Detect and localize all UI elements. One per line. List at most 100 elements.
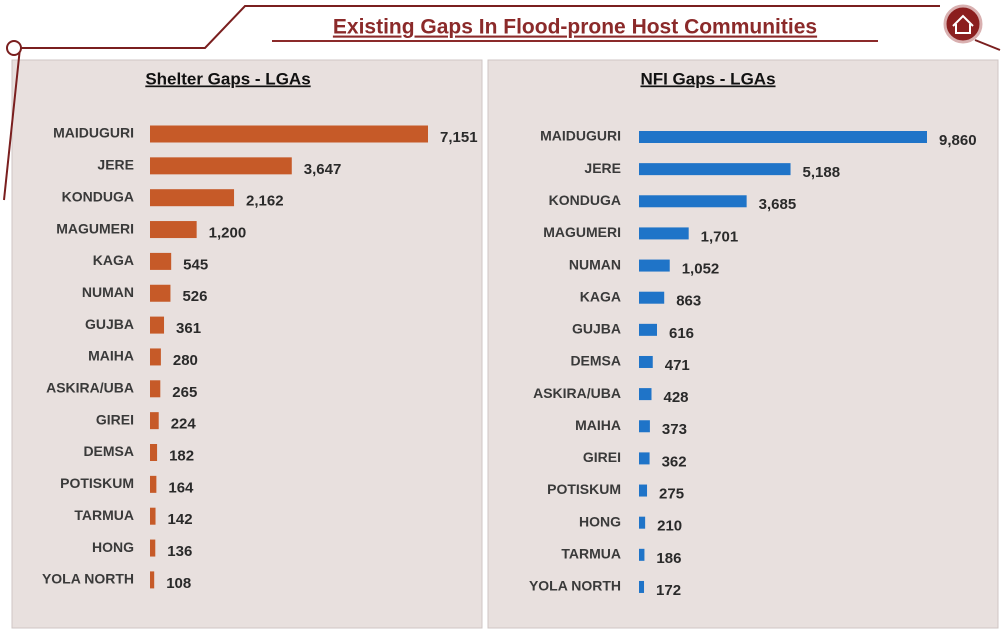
value-label: 616 bbox=[669, 325, 694, 342]
value-label: 224 bbox=[171, 416, 197, 433]
category-label: NUMAN bbox=[569, 256, 621, 272]
page-title: Existing Gaps In Flood-prone Host Commun… bbox=[333, 16, 817, 39]
value-label: 1,052 bbox=[682, 261, 720, 278]
value-label: 1,701 bbox=[701, 228, 739, 245]
value-label: 5,188 bbox=[803, 164, 841, 181]
bar bbox=[150, 475, 157, 493]
value-label: 545 bbox=[183, 256, 208, 273]
value-label: 280 bbox=[173, 352, 198, 369]
bar bbox=[639, 131, 927, 143]
right-panel bbox=[487, 59, 999, 629]
value-label: 142 bbox=[168, 511, 193, 528]
value-label: 1,200 bbox=[209, 225, 247, 242]
category-label: DEMSA bbox=[570, 353, 621, 369]
category-label: DEMSA bbox=[83, 443, 134, 459]
left-panel bbox=[11, 59, 483, 629]
bar bbox=[639, 291, 665, 304]
category-label: TARMUA bbox=[74, 507, 134, 523]
bar bbox=[150, 412, 159, 430]
value-label: 471 bbox=[665, 357, 690, 374]
value-label: 428 bbox=[664, 389, 689, 406]
category-label: MAGUMERI bbox=[543, 224, 621, 240]
bar bbox=[150, 571, 155, 589]
category-label: JERE bbox=[97, 157, 134, 173]
value-label: 2,162 bbox=[246, 193, 284, 210]
category-label: ASKIRA/UBA bbox=[533, 385, 621, 401]
bar bbox=[150, 507, 156, 525]
bar bbox=[639, 163, 791, 176]
value-label: 863 bbox=[676, 293, 701, 310]
category-label: HONG bbox=[579, 513, 621, 529]
value-label: 136 bbox=[167, 543, 192, 560]
bar bbox=[639, 355, 653, 368]
category-label: MAGUMERI bbox=[56, 220, 134, 236]
home-icon bbox=[943, 4, 983, 44]
category-label: KAGA bbox=[93, 252, 134, 268]
value-label: 275 bbox=[659, 486, 684, 503]
bar bbox=[150, 380, 161, 398]
value-label: 3,685 bbox=[759, 196, 797, 213]
bar bbox=[150, 189, 235, 207]
value-label: 373 bbox=[662, 421, 687, 438]
bar bbox=[639, 388, 652, 401]
category-label: GUJBA bbox=[85, 316, 134, 332]
value-label: 108 bbox=[166, 575, 191, 592]
category-label: GUJBA bbox=[572, 321, 621, 337]
value-label: 362 bbox=[662, 453, 687, 470]
category-label: YOLA NORTH bbox=[42, 571, 134, 587]
value-label: 361 bbox=[176, 320, 201, 337]
bar bbox=[150, 348, 161, 366]
category-label: MAIHA bbox=[575, 417, 621, 433]
category-label: KAGA bbox=[580, 288, 621, 304]
bar bbox=[639, 420, 650, 433]
category-label: NUMAN bbox=[82, 284, 134, 300]
bar bbox=[150, 539, 156, 557]
bar bbox=[150, 444, 158, 461]
bar bbox=[639, 516, 646, 529]
bar bbox=[639, 323, 657, 336]
category-label: HONG bbox=[92, 539, 134, 555]
value-label: 265 bbox=[172, 384, 197, 401]
bar bbox=[150, 125, 428, 143]
bar bbox=[639, 452, 650, 465]
value-label: 186 bbox=[656, 550, 681, 567]
value-label: 164 bbox=[168, 479, 194, 496]
category-label: ASKIRA/UBA bbox=[46, 380, 134, 396]
value-label: 172 bbox=[656, 582, 681, 599]
frame-dot bbox=[6, 40, 22, 56]
home-icon-glyph bbox=[952, 14, 974, 34]
value-label: 182 bbox=[169, 447, 194, 464]
bar bbox=[639, 484, 648, 497]
category-label: GIREI bbox=[96, 411, 134, 427]
value-label: 7,151 bbox=[440, 129, 478, 146]
category-label: KONDUGA bbox=[549, 192, 621, 208]
category-label: POTISKUM bbox=[60, 475, 134, 491]
bar bbox=[150, 284, 171, 302]
bar bbox=[639, 227, 689, 240]
bar bbox=[150, 157, 292, 175]
category-label: GIREI bbox=[583, 449, 621, 465]
category-label: YOLA NORTH bbox=[529, 578, 621, 594]
value-label: 3,647 bbox=[304, 161, 342, 178]
category-label: MAIHA bbox=[88, 348, 134, 364]
category-label: TARMUA bbox=[561, 546, 621, 562]
chart-title: Shelter Gaps - LGAs bbox=[145, 69, 310, 88]
category-label: MAIDUGURI bbox=[53, 125, 134, 141]
category-label: JERE bbox=[584, 160, 621, 176]
chart-title: NFI Gaps - LGAs bbox=[640, 69, 775, 88]
value-label: 9,860 bbox=[939, 132, 977, 149]
bar bbox=[639, 195, 747, 208]
bar bbox=[639, 259, 670, 272]
category-label: MAIDUGURI bbox=[540, 128, 621, 144]
bar bbox=[639, 548, 645, 561]
bar bbox=[639, 580, 645, 593]
value-label: 210 bbox=[657, 518, 682, 535]
bar bbox=[150, 221, 197, 239]
category-label: KONDUGA bbox=[62, 188, 134, 204]
bar bbox=[150, 316, 165, 334]
category-label: POTISKUM bbox=[547, 481, 621, 497]
frame-line bbox=[3, 5, 1001, 201]
value-label: 526 bbox=[182, 288, 207, 305]
bar bbox=[150, 252, 172, 270]
